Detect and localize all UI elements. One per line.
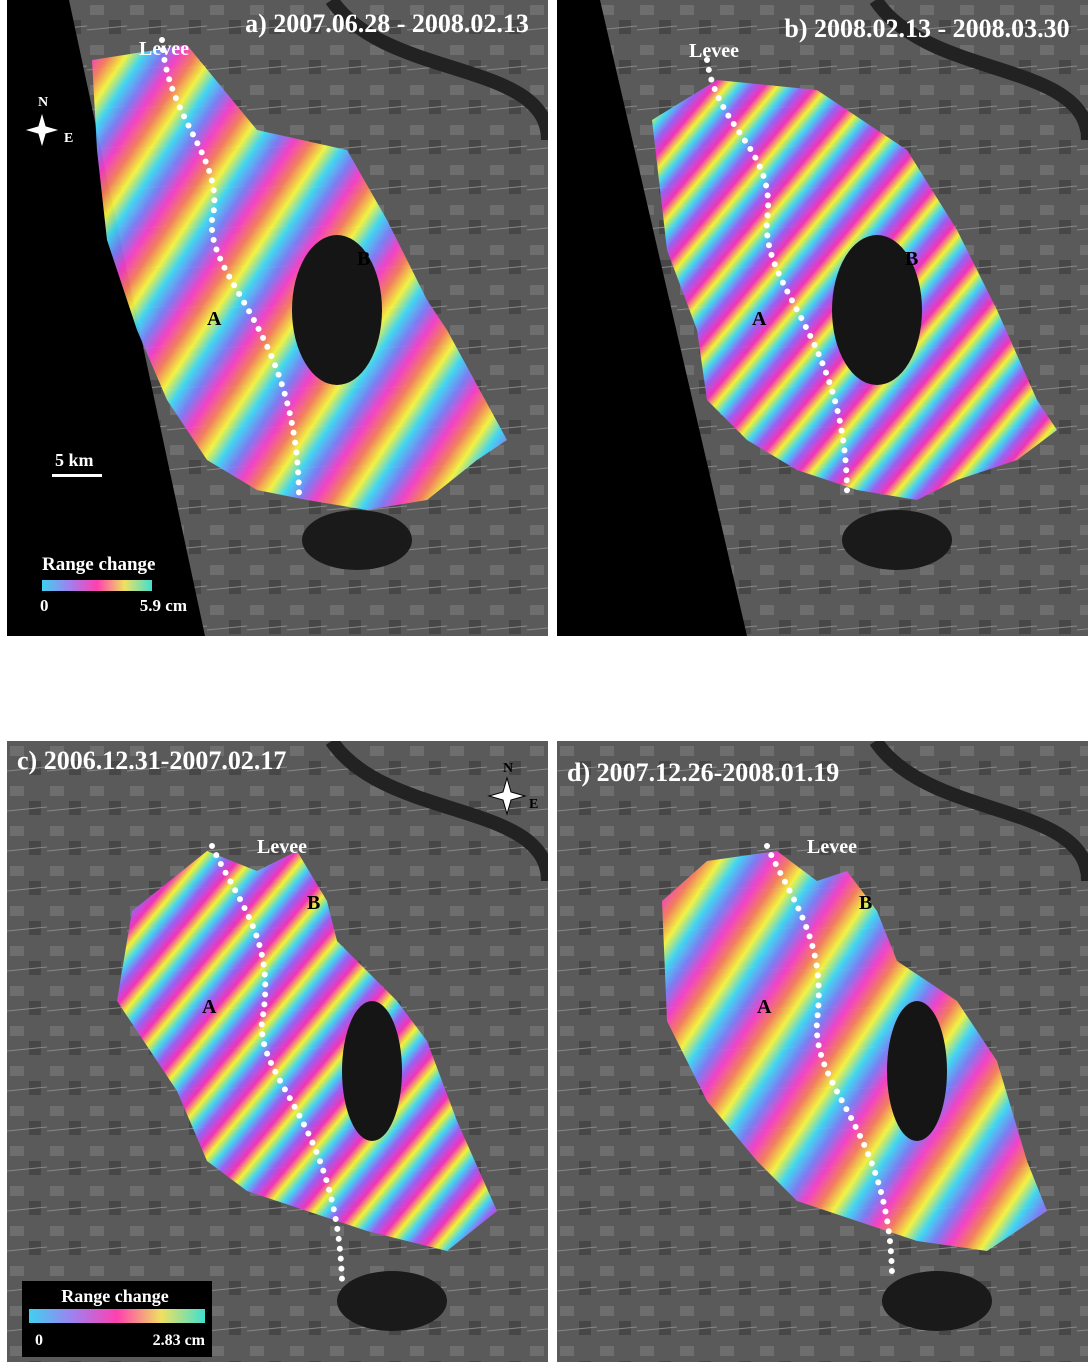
levee-label: Levee <box>807 836 857 858</box>
panel-title: c) 2006.12.31-2007.02.17 <box>17 746 286 775</box>
levee-label: Levee <box>257 836 307 858</box>
panel: d) 2007.12.26-2008.01.19 Levee B A <box>557 741 1088 1362</box>
compass-north: N <box>503 761 513 776</box>
scale-bar-label: 5 km <box>55 450 94 470</box>
colorbar-title: Range change <box>42 554 155 575</box>
panel-title: d) 2007.12.26-2008.01.19 <box>567 758 839 787</box>
panel: b) 2008.02.13 - 2008.03.30 Levee B A <box>557 0 1088 636</box>
levee-label: Levee <box>139 38 189 60</box>
colorbar-max: 5.9 cm <box>140 596 187 615</box>
colorbar-min: 0 <box>40 596 49 615</box>
region-b-label: B <box>307 892 320 914</box>
compass-north: N <box>38 95 48 110</box>
region-a-label: A <box>207 308 222 330</box>
colorbar <box>29 1309 205 1323</box>
compass-east: E <box>64 131 73 146</box>
lake <box>342 1001 402 1141</box>
region-a-label: A <box>752 308 767 330</box>
colorbar-min: 0 <box>35 1332 43 1349</box>
lake <box>887 1001 947 1141</box>
levee-label: Levee <box>689 40 739 62</box>
lake <box>842 510 952 570</box>
panel-title: b) 2008.02.13 - 2008.03.30 <box>784 14 1069 43</box>
region-b-label: B <box>357 248 370 270</box>
colorbar-title: Range change <box>61 1286 169 1306</box>
scale-bar <box>52 474 102 477</box>
colorbar-max: 2.83 cm <box>153 1332 206 1349</box>
region-b-label: B <box>859 892 872 914</box>
panel-title: a) 2007.06.28 - 2008.02.13 <box>245 9 529 38</box>
region-a-label: A <box>202 996 217 1018</box>
page: {"panels": [ {"title": "a) 2007.06.28 - … <box>0 0 1088 1362</box>
lake <box>337 1271 447 1331</box>
region-b-label: B <box>905 248 918 270</box>
figure: a) 2007.06.28 - 2008.02.13 Levee B A N E 5 km R… <box>0 0 1088 1362</box>
compass-east: E <box>529 797 538 812</box>
colorbar <box>42 580 152 591</box>
panel: a) 2007.06.28 - 2008.02.13 Levee B A N E 5 km R… <box>7 0 548 636</box>
panel: c) 2006.12.31-2007.02.17 Levee B A N E Range c… <box>7 741 548 1362</box>
lake <box>882 1271 992 1331</box>
lake <box>302 510 412 570</box>
region-a-label: A <box>757 996 772 1018</box>
